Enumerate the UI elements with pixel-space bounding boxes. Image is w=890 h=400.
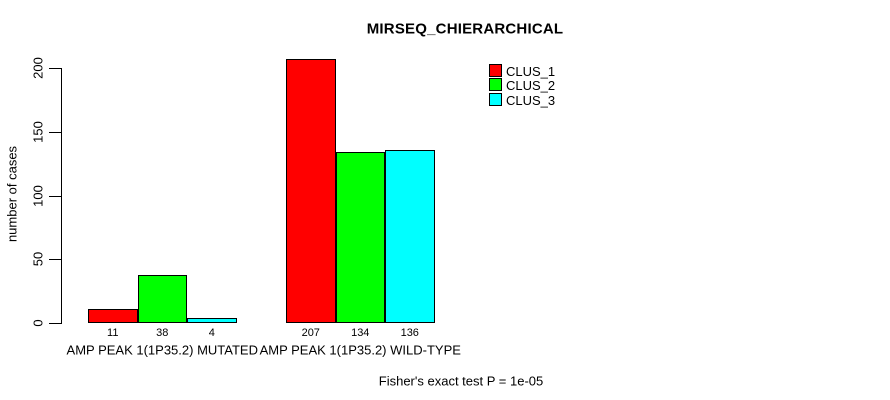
y-axis-label: number of cases: [4, 145, 20, 243]
y-tick-label: 0: [30, 319, 46, 327]
bar-value-label: 207: [301, 327, 320, 339]
bar-clus_3-group2: [385, 149, 435, 323]
bar-clus_3-group1: [187, 317, 237, 323]
legend-label: CLUS_3: [506, 92, 556, 108]
y-axis-line: [61, 68, 62, 324]
bar-clus_1-group2: [286, 59, 336, 323]
bar-value-label: 134: [351, 327, 370, 339]
chart-title: MIRSEQ_CHIERARCHICAL: [366, 20, 564, 38]
legend-swatch-clus_2: [489, 78, 502, 92]
bar-clus_1-group1: [88, 308, 138, 323]
y-tick-label: 50: [30, 252, 46, 267]
y-tick: [49, 323, 61, 324]
category-label: AMP PEAK 1(1P35.2) WILD-TYPE: [259, 342, 461, 358]
bar-value-label: 136: [400, 327, 419, 339]
legend-swatch-clus_3: [489, 92, 502, 106]
legend-label: CLUS_1: [506, 64, 556, 79]
bar-clus_2-group2: [335, 152, 385, 323]
y-tick-label: 200: [30, 57, 46, 79]
legend-swatch-clus_1: [489, 64, 502, 77]
legend-label: CLUS_2: [506, 78, 556, 94]
y-tick-label: 100: [30, 184, 46, 207]
category-label: AMP PEAK 1(1P35.2) MUTATED: [66, 342, 258, 358]
bar-value-label: 4: [208, 327, 215, 339]
bar-clus_2-group1: [137, 274, 187, 323]
y-tick: [49, 195, 61, 197]
y-tick-label: 150: [30, 120, 46, 143]
y-tick: [49, 68, 61, 69]
bar-value-label: 38: [156, 327, 169, 339]
y-tick: [49, 131, 61, 133]
fisher-test-annotation: Fisher's exact test P = 1e-05: [378, 373, 544, 389]
y-tick: [49, 259, 61, 261]
bar-value-label: 11: [107, 327, 119, 339]
